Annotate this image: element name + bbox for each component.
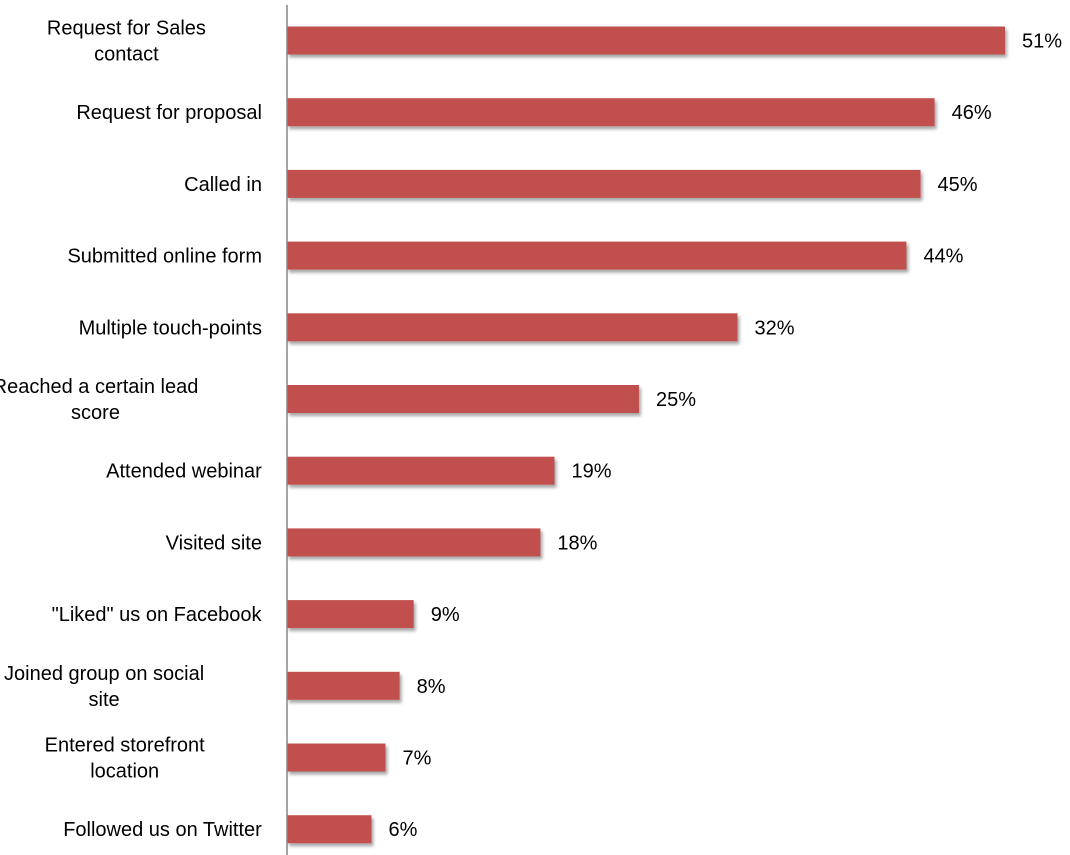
bar: [287, 98, 935, 127]
bar: [287, 456, 555, 485]
category-label: Entered storefront location: [45, 735, 206, 783]
category-label: Followed us on Twitter: [63, 819, 262, 841]
bar: [287, 815, 372, 844]
value-label: 44%: [923, 246, 963, 268]
bar: [287, 313, 738, 342]
category-label: Joined group on social site: [4, 663, 204, 711]
category-label: Reached a certain lead score: [0, 376, 198, 424]
bar: [287, 743, 386, 772]
bar: [287, 600, 414, 629]
value-label: 19%: [571, 461, 611, 483]
category-label: Request for Sales contact: [47, 18, 206, 66]
value-labels-layer: 51% 46% 45% 44% 32% 25% 19% 18% 9% 8% 7% 6%: [388, 31, 1062, 842]
bar: [287, 169, 921, 198]
bar: [287, 528, 541, 557]
value-label: 7%: [403, 748, 432, 770]
value-label: 46%: [952, 102, 992, 124]
category-label: Attended webinar: [106, 461, 262, 483]
category-label: Called in: [184, 174, 262, 196]
bar: [287, 671, 400, 700]
value-label: 8%: [417, 676, 446, 698]
value-label: 51%: [1022, 31, 1062, 53]
value-label: 45%: [938, 174, 978, 196]
category-label: Submitted online form: [67, 246, 262, 268]
value-label: 32%: [755, 317, 795, 339]
bar: [287, 385, 639, 413]
bar: [287, 241, 907, 270]
category-label: Request for proposal: [76, 102, 262, 124]
bar: [287, 26, 1005, 55]
value-label: 9%: [431, 604, 460, 626]
category-label: "Liked" us on Facebook: [52, 604, 263, 626]
value-label: 25%: [656, 389, 696, 411]
category-labels-layer: Request for Sales contact Request for prop…: [0, 18, 262, 842]
value-label: 6%: [388, 819, 417, 841]
value-label: 18%: [557, 532, 597, 554]
category-label: Multiple touch-points: [79, 317, 262, 339]
bars-layer: [287, 26, 1005, 844]
category-label: Visited site: [166, 532, 262, 554]
